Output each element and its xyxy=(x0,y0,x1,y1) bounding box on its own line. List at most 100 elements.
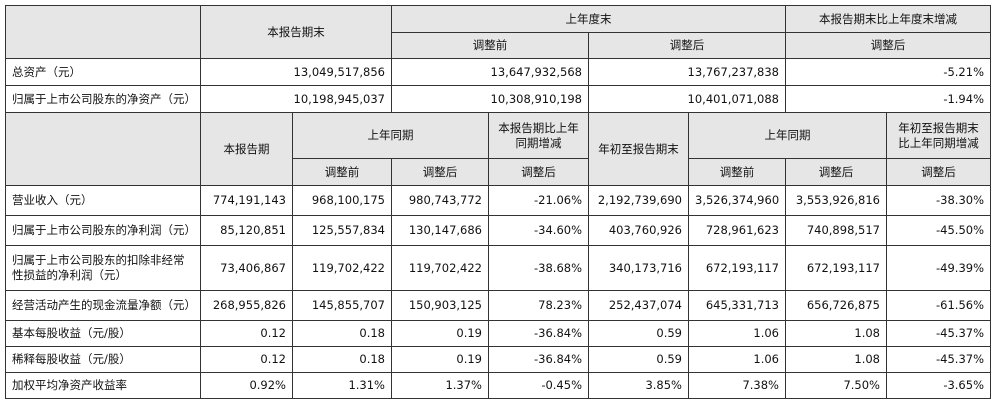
financial-table: 本报告期末 上年度末 本报告期末比上年度末增减 调整前 调整后 调整后 总资产（元） 13,0… xyxy=(5,5,991,399)
value-cell: 10,401,071,088 xyxy=(588,85,786,113)
value-cell: 73,406,867 xyxy=(200,245,293,291)
value-cell: 268,955,826 xyxy=(200,290,293,321)
value-cell: 3,526,374,960 xyxy=(688,185,786,216)
value-cell: -45.50% xyxy=(886,215,991,246)
header-cell xyxy=(5,112,201,186)
value-cell: -38.30% xyxy=(886,185,991,216)
header-cell: 调整前 xyxy=(688,158,786,186)
value-cell: -0.45% xyxy=(488,372,589,399)
row-label: 经营活动产生的现金流量净额（元） xyxy=(5,290,201,321)
value-cell: 656,726,875 xyxy=(785,290,887,321)
header-cell: 调整后 xyxy=(785,158,887,186)
value-cell: 119,702,422 xyxy=(391,245,489,291)
table-row: 总资产（元） 13,049,517,856 13,647,932,568 13,767… xyxy=(5,58,991,86)
header-cell: 本报告期末比上年度末增减 xyxy=(785,5,991,33)
header-cell: 年初至报告期末比上年同期增减 xyxy=(886,112,991,159)
row-label: 归属于上市公司股东的净利润（元） xyxy=(5,215,201,246)
header-cell: 调整后 xyxy=(785,32,991,59)
table-row: 归属于上市公司股东的扣除非经常性损益的净利润（元） 73,406,867 119,7… xyxy=(5,245,991,291)
value-cell: 130,147,686 xyxy=(391,215,489,246)
table-row: 基本每股收益（元/股） 0.12 0.18 0.19 -36.84% 0.59 1.06 1.… xyxy=(5,320,991,347)
value-cell: 1.31% xyxy=(292,372,392,399)
header-cell: 本报告期末 xyxy=(200,5,392,59)
header-cell: 调整前 xyxy=(391,32,589,59)
value-cell: -5.21% xyxy=(785,58,991,86)
value-cell: 13,767,237,838 xyxy=(588,58,786,86)
value-cell: 774,191,143 xyxy=(200,185,293,216)
value-cell: 1.06 xyxy=(688,320,786,347)
value-cell: 0.18 xyxy=(292,346,392,373)
table-row: 本报告期 上年同期 本报告期比上年同期增减 年初至报告期末 上年同期 年初至报告期末比上年… xyxy=(5,112,991,186)
value-cell: -61.56% xyxy=(886,290,991,321)
value-cell: 7.38% xyxy=(688,372,786,399)
header-cell: 上年同期 xyxy=(292,112,489,159)
value-cell: 728,961,623 xyxy=(688,215,786,246)
value-cell: 1.37% xyxy=(391,372,489,399)
value-cell: 85,120,851 xyxy=(200,215,293,246)
table-row: 归属于上市公司股东的净利润（元） 85,120,851 125,557,834 130… xyxy=(5,215,991,246)
header-cell: 调整后 xyxy=(588,32,786,59)
header-cell: 上年同期 xyxy=(688,112,887,159)
row-label: 归属于上市公司股东的净资产（元） xyxy=(5,85,201,113)
header-cell: 本报告期 xyxy=(200,112,293,186)
header-cell: 调整后 xyxy=(886,158,991,186)
row-label: 稀释每股收益（元/股） xyxy=(5,346,201,373)
row-label: 总资产（元） xyxy=(5,58,201,86)
header-cell: 调整后 xyxy=(488,158,589,186)
value-cell: -3.65% xyxy=(886,372,991,399)
table-row: 调整前 调整后 调整后 调整前 调整后 调整后 xyxy=(6,158,991,186)
table-row: 加权平均净资产收益率 0.92% 1.31% 1.37% -0.45% 3.85% 7.38… xyxy=(5,372,991,399)
header-cell: 调整前 xyxy=(292,158,392,186)
value-cell: 13,049,517,856 xyxy=(200,58,392,86)
value-cell: -45.37% xyxy=(886,346,991,373)
value-cell: 0.59 xyxy=(588,346,689,373)
row-label: 基本每股收益（元/股） xyxy=(5,320,201,347)
table-row: 营业收入（元） 774,191,143 968,100,175 980,743,772… xyxy=(5,185,991,216)
value-cell: 13,647,932,568 xyxy=(391,58,589,86)
value-cell: 1.08 xyxy=(785,346,887,373)
value-cell: 1.08 xyxy=(785,320,887,347)
header-cell: 年初至报告期末 xyxy=(588,112,689,186)
row-label: 加权平均净资产收益率 xyxy=(5,372,201,399)
value-cell: -36.84% xyxy=(488,320,589,347)
value-cell: -45.37% xyxy=(886,320,991,347)
value-cell: 1.06 xyxy=(688,346,786,373)
value-cell: 150,903,125 xyxy=(391,290,489,321)
value-cell: 645,331,713 xyxy=(688,290,786,321)
value-cell: -21.06% xyxy=(488,185,589,216)
value-cell: 968,100,175 xyxy=(292,185,392,216)
table-row: 归属于上市公司股东的净资产（元） 10,198,945,037 10,308,910… xyxy=(5,85,991,113)
value-cell: 252,437,074 xyxy=(588,290,689,321)
table-row: 稀释每股收益（元/股） 0.12 0.18 0.19 -36.84% 0.59 1.06 1.… xyxy=(5,346,991,373)
value-cell: 0.92% xyxy=(200,372,293,399)
value-cell: 145,855,707 xyxy=(292,290,392,321)
value-cell: 3,553,926,816 xyxy=(785,185,887,216)
value-cell: 78.23% xyxy=(488,290,589,321)
value-cell: 0.59 xyxy=(588,320,689,347)
header-cell xyxy=(5,5,201,59)
value-cell: -38.68% xyxy=(488,245,589,291)
table-row: 经营活动产生的现金流量净额（元） 268,955,826 145,855,707 15… xyxy=(5,290,991,321)
value-cell: -49.39% xyxy=(886,245,991,291)
header-cell: 上年度末 xyxy=(391,5,786,33)
value-cell: 740,898,517 xyxy=(785,215,887,246)
header-cell: 调整后 xyxy=(391,158,489,186)
value-cell: 340,173,716 xyxy=(588,245,689,291)
table-row: 调整前 调整后 调整后 xyxy=(6,32,991,59)
value-cell: 0.18 xyxy=(292,320,392,347)
value-cell: 672,193,117 xyxy=(785,245,887,291)
value-cell: -36.84% xyxy=(488,346,589,373)
value-cell: -1.94% xyxy=(785,85,991,113)
value-cell: 403,760,926 xyxy=(588,215,689,246)
value-cell: 119,702,422 xyxy=(292,245,392,291)
table-row: 本报告期末 上年度末 本报告期末比上年度末增减 xyxy=(5,5,991,59)
value-cell: 10,198,945,037 xyxy=(200,85,392,113)
value-cell: 3.85% xyxy=(588,372,689,399)
table-body: 本报告期末 上年度末 本报告期末比上年度末增减 调整前 调整后 调整后 总资产（元） 13,0… xyxy=(5,5,991,399)
value-cell: 10,308,910,198 xyxy=(391,85,589,113)
value-cell: 0.19 xyxy=(391,346,489,373)
header-cell: 本报告期比上年同期增减 xyxy=(488,112,589,159)
value-cell: 2,192,739,690 xyxy=(588,185,689,216)
value-cell: 125,557,834 xyxy=(292,215,392,246)
